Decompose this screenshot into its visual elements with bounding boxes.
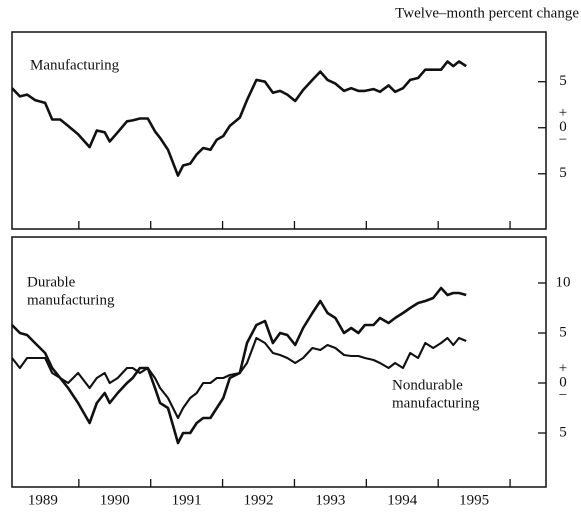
y-tick-label: 5 (559, 424, 567, 440)
y-tick-label: 0 (559, 119, 567, 135)
y-tick-label: 0 (559, 374, 567, 390)
x-tick-label: 1990 (100, 492, 130, 508)
x-tick-label: 1993 (315, 492, 345, 508)
zero-sign: − (559, 387, 567, 403)
series-label: Nondurable (392, 377, 463, 393)
series-line (11, 60, 467, 177)
x-tick-label: 1991 (172, 492, 202, 508)
series-label: manufacturing (27, 292, 115, 308)
x-tick-label: 1994 (387, 492, 418, 508)
plot-frame (11, 236, 547, 488)
zero-sign: + (559, 105, 567, 121)
series-line (11, 336, 467, 420)
series-label: manufacturing (392, 395, 480, 411)
x-tick-label: 1992 (244, 492, 274, 508)
series-label: Manufacturing (30, 57, 120, 73)
y-tick-label: 5 (559, 324, 567, 340)
series-label: Durable (27, 274, 76, 290)
x-tick-label: 1989 (28, 492, 58, 508)
y-tick-label: 5 (559, 165, 567, 181)
zero-sign: + (559, 360, 567, 376)
axis-label: Twelve–month percent change (395, 5, 579, 21)
zero-sign: − (559, 132, 567, 148)
y-tick-label: 10 (556, 274, 571, 290)
y-tick-label: 5 (559, 73, 567, 89)
x-tick-label: 1995 (459, 492, 489, 508)
plot-frame (11, 31, 547, 230)
